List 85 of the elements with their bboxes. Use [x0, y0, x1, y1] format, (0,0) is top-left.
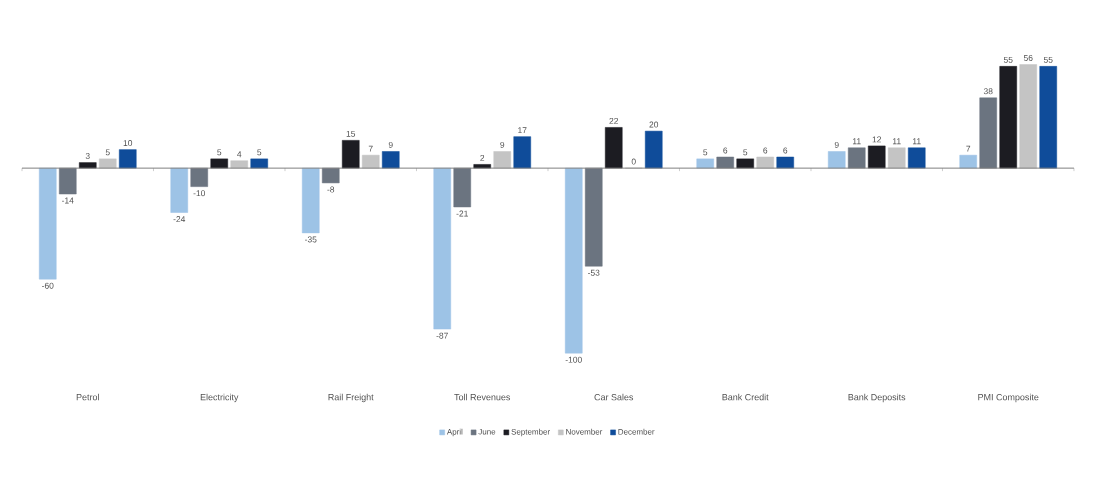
bar: [250, 158, 268, 169]
data-label: -100: [565, 356, 582, 363]
bar: [716, 156, 734, 169]
bar: [361, 154, 380, 169]
data-label: 9: [388, 141, 393, 148]
x-tick-label: Electricity: [200, 393, 239, 403]
x-tick-label: Car Sales: [594, 393, 634, 401]
bar: [321, 167, 340, 184]
bar: [564, 167, 583, 354]
bar: [230, 160, 248, 169]
data-label: 6: [723, 147, 728, 154]
bar: [776, 156, 794, 169]
bar: [170, 167, 188, 213]
bar: [433, 167, 451, 330]
bar: [513, 136, 531, 169]
data-label: 15: [346, 130, 356, 137]
data-label: -60: [42, 282, 54, 289]
data-label: 20: [649, 121, 659, 128]
bar: [381, 151, 400, 169]
x-tick-label: Toll Revenues: [454, 393, 511, 401]
data-label: -8: [327, 186, 335, 193]
data-label: 5: [703, 149, 708, 156]
data-label: -35: [305, 236, 317, 243]
data-label: -10: [193, 190, 206, 197]
bar: [644, 130, 663, 169]
bar: [867, 145, 886, 169]
bar: [999, 66, 1017, 169]
data-label: 11: [852, 138, 861, 145]
bar: [453, 167, 471, 208]
data-label: 55: [1043, 56, 1053, 63]
x-tick-label: Bank Credit: [722, 393, 769, 401]
data-label: 17: [518, 127, 527, 134]
data-label: 22: [609, 117, 619, 124]
data-label: -21: [456, 210, 468, 217]
bar: [756, 156, 774, 169]
data-label: 9: [500, 141, 505, 148]
x-tick-label: Petrol: [76, 393, 99, 401]
bar: [210, 158, 228, 169]
data-label: 4: [237, 151, 242, 158]
bar: [827, 151, 846, 169]
data-label: 9: [834, 141, 839, 148]
data-label: -14: [62, 197, 74, 204]
bar: [301, 167, 320, 234]
data-label: 6: [763, 147, 768, 154]
bar: [696, 158, 714, 169]
bar: [979, 97, 997, 169]
data-label: 6: [783, 147, 788, 154]
data-label: 11: [892, 138, 901, 145]
data-label: 5: [105, 149, 110, 156]
bar: [584, 167, 603, 267]
data-label: 12: [872, 136, 882, 143]
data-label: 55: [1003, 56, 1013, 63]
bar: [1019, 64, 1037, 169]
bar: [119, 149, 137, 169]
bar: [736, 158, 754, 169]
x-tick-label: PMI Composite: [978, 393, 1039, 403]
bar: [39, 167, 57, 280]
data-label: 3: [85, 153, 90, 159]
data-label: 56: [1023, 54, 1033, 61]
bar: [604, 127, 623, 169]
data-label: 38: [983, 88, 993, 95]
bar: [59, 167, 77, 195]
data-label: 7: [368, 145, 373, 152]
bar: [887, 147, 906, 169]
data-label: 5: [743, 149, 748, 156]
bar: [959, 154, 977, 169]
data-label: -53: [587, 269, 600, 276]
bar: [493, 151, 511, 169]
data-label: -24: [173, 216, 186, 223]
data-label: 5: [257, 149, 262, 156]
data-label: -87: [436, 332, 448, 339]
x-tick-label: Rail Freight: [328, 393, 374, 403]
bar: [190, 167, 208, 187]
bar: [1039, 66, 1057, 169]
bar: [99, 158, 117, 169]
data-label: 10: [123, 140, 133, 147]
data-label: 11: [912, 138, 921, 145]
data-label: 5: [217, 149, 222, 156]
data-label: 0: [631, 158, 636, 165]
data-label: 2: [480, 154, 485, 161]
bar: [907, 147, 926, 169]
bar: [847, 147, 866, 169]
x-tick-label: Bank Deposits: [848, 393, 906, 403]
data-label: 7: [966, 145, 971, 152]
bar: [341, 140, 360, 169]
